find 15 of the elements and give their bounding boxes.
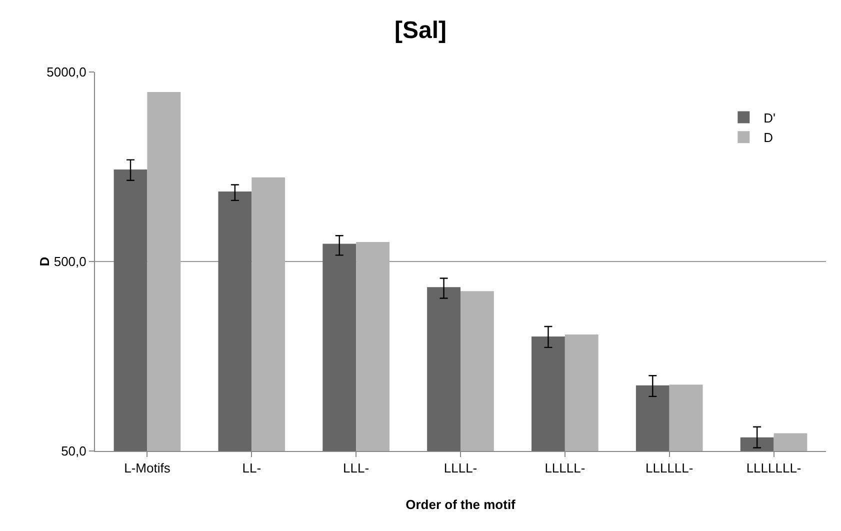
y-tick-label: 50,0 [61, 444, 86, 459]
chart-title: [Sal] [394, 17, 447, 44]
legend-label: D [764, 130, 774, 146]
legend-label: D' [764, 110, 776, 126]
y-tick-label: 5000,0 [46, 64, 86, 80]
y-tick-label: 500,0 [54, 254, 86, 270]
x-tick-label: LL- [242, 460, 262, 476]
x-tick-label: L-Motifs [124, 460, 171, 476]
x-tick-label: LLLLL- [544, 460, 586, 476]
x-tick-label: LLLL- [444, 460, 478, 476]
x-tick-label: LLLLLLL- [746, 460, 802, 476]
y-axis-title: D [36, 256, 52, 266]
x-axis-title: Order of the motif [406, 497, 516, 512]
x-tick-label: LLLLLL- [646, 460, 694, 476]
x-tick-label: LLL- [343, 460, 370, 476]
